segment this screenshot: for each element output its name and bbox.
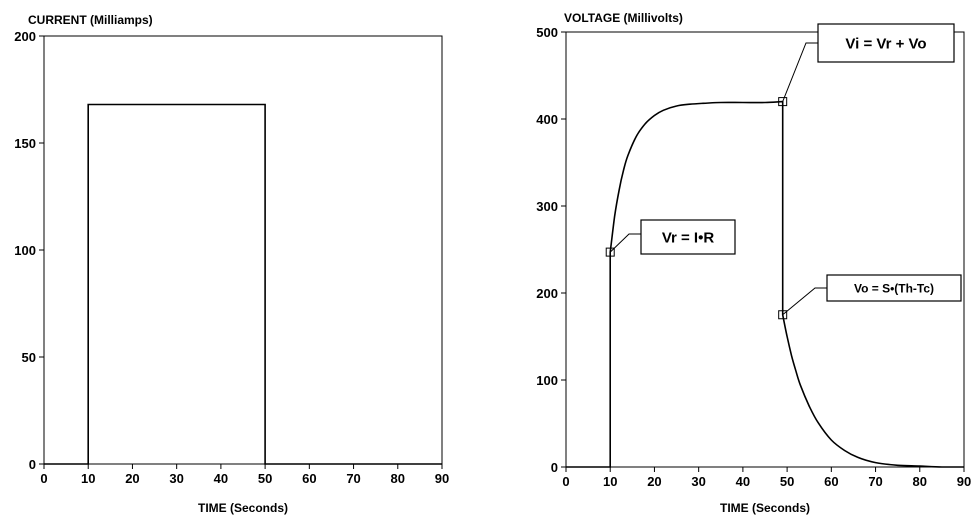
annotation-label: Vo = S•(Th-Tc) <box>854 281 934 295</box>
current-ticks: 0 10 20 30 40 50 60 70 80 90 0 50 100 150 200 <box>14 29 449 486</box>
voltage-x-tick-label: 60 <box>824 474 838 489</box>
annotation-point-marker <box>778 310 788 320</box>
current-chart: CURRENT (Milliamps) TIME (Seconds) 0 10 20… <box>14 13 449 515</box>
voltage-plot-frame <box>565 31 965 468</box>
annotation-leader-line <box>782 42 818 102</box>
current-chart-title: CURRENT (Milliamps) <box>28 13 153 27</box>
annotation-label: Vi = Vr + Vo <box>845 35 926 52</box>
voltage-series <box>566 100 964 468</box>
current-y-tick-label: 100 <box>14 243 36 258</box>
current-x-tick-label: 80 <box>391 471 405 486</box>
voltage-x-tick-label: 50 <box>780 474 794 489</box>
annotation-point-marker <box>778 97 788 107</box>
current-x-tick-label: 50 <box>258 471 272 486</box>
current-y-tick-label: 150 <box>14 136 36 151</box>
voltage-y-tick-label: 400 <box>536 112 558 127</box>
current-y-tick-label: 50 <box>22 350 36 365</box>
annotation-box <box>826 274 962 302</box>
voltage-x-tick-label: 40 <box>736 474 750 489</box>
annotation-leader-line <box>782 287 827 316</box>
voltage-chart: VOLTAGE (Millivolts) TIME (Seconds) 0 10 2… <box>536 11 971 515</box>
voltage-x-tick-label: 70 <box>868 474 882 489</box>
current-x-tick-label: 70 <box>346 471 360 486</box>
annotation-box <box>817 23 955 63</box>
voltage-series-line <box>566 100 964 468</box>
voltage-x-tick-label: 0 <box>562 474 569 489</box>
current-series-line <box>44 103 442 465</box>
voltage-x-tick-label: 10 <box>603 474 617 489</box>
current-x-tick-label: 60 <box>302 471 316 486</box>
voltage-y-tick-label: 300 <box>536 199 558 214</box>
current-series <box>44 103 442 465</box>
annotation-box <box>640 219 736 255</box>
current-plot-frame <box>43 35 443 465</box>
voltage-x-tick-label: 20 <box>647 474 661 489</box>
current-x-tick-label: 0 <box>40 471 47 486</box>
voltage-ticks: 0 10 20 30 40 50 60 70 80 90 0 100 200 300 400 500 <box>536 25 971 489</box>
current-x-tick-label: 40 <box>214 471 228 486</box>
voltage-y-tick-label: 100 <box>536 373 558 388</box>
current-x-tick-label: 10 <box>81 471 95 486</box>
voltage-x-tick-label: 30 <box>691 474 705 489</box>
current-y-tick-label: 200 <box>14 29 36 44</box>
current-x-tick-label: 90 <box>435 471 449 486</box>
annotation-label: Vr = I•R <box>662 229 715 246</box>
voltage-y-tick-label: 0 <box>551 460 558 475</box>
annotation-leader-line <box>609 233 641 253</box>
voltage-y-tick-label: 200 <box>536 286 558 301</box>
voltage-y-tick-label: 500 <box>536 25 558 40</box>
current-x-tick-label: 20 <box>125 471 139 486</box>
voltage-chart-title: VOLTAGE (Millivolts) <box>564 11 683 25</box>
voltage-x-tick-label: 90 <box>957 474 971 489</box>
voltage-x-tick-label: 80 <box>913 474 927 489</box>
voltage-x-axis-label: TIME (Seconds) <box>720 501 810 515</box>
annotation-point-marker <box>605 247 615 257</box>
current-y-tick-label: 0 <box>29 457 36 472</box>
current-x-tick-label: 30 <box>169 471 183 486</box>
voltage-annotations: Vi = Vr + Vo Vr = I•R Vo = S•(Th-Tc) <box>605 23 962 320</box>
current-x-axis-label: TIME (Seconds) <box>198 501 288 515</box>
